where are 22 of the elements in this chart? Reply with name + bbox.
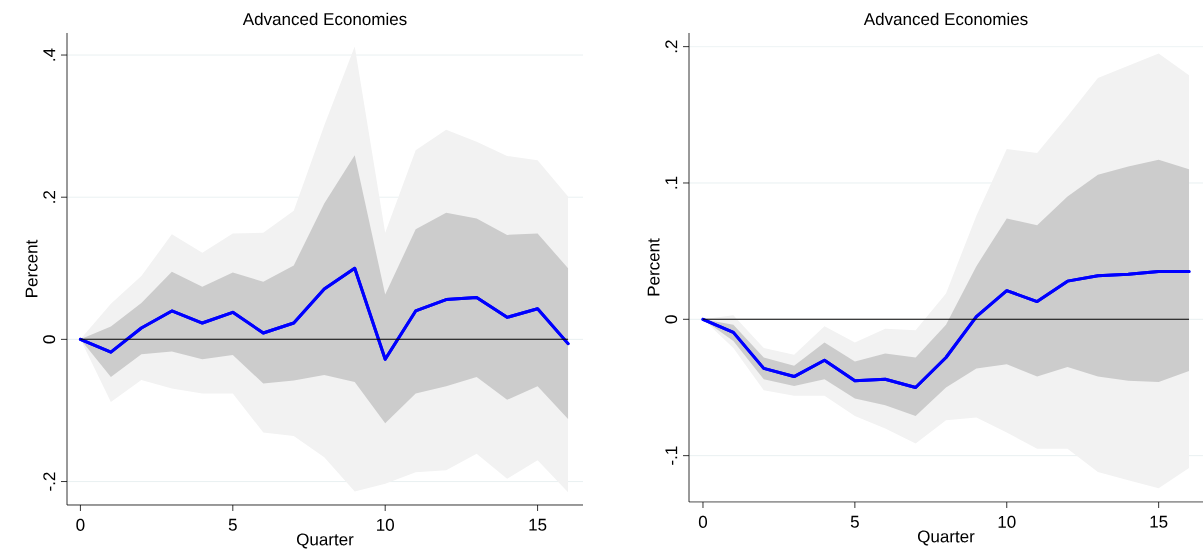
y-tick-label: 0 bbox=[665, 315, 678, 324]
x-axis-title: Quarter bbox=[917, 530, 975, 546]
y-axis-title: Percent bbox=[25, 239, 38, 297]
y-tick-label: .1 bbox=[665, 176, 678, 189]
x-tick-label: 15 bbox=[1150, 515, 1168, 528]
y-tick-label: -.1 bbox=[665, 446, 678, 465]
chart-title: Advanced Economies bbox=[242, 12, 407, 26]
y-tick-label: .2 bbox=[665, 40, 678, 53]
x-tick-label: 10 bbox=[998, 515, 1016, 528]
x-axis-title: Quarter bbox=[296, 533, 354, 549]
x-tick-label: 15 bbox=[529, 518, 547, 531]
x-tick-label: 5 bbox=[228, 518, 237, 531]
y-tick-label: -.2 bbox=[43, 472, 56, 491]
x-tick-label: 5 bbox=[850, 515, 859, 528]
y-tick-label: 0 bbox=[43, 335, 56, 344]
y-tick-label: .4 bbox=[43, 48, 56, 61]
x-tick-label: 10 bbox=[377, 518, 394, 531]
y-tick-label: .2 bbox=[43, 190, 56, 203]
y-axis-title: Percent bbox=[647, 238, 660, 296]
chart-title: Advanced Economies bbox=[863, 12, 1028, 26]
x-tick-label: 0 bbox=[76, 518, 85, 531]
x-tick-label: 0 bbox=[698, 515, 708, 528]
